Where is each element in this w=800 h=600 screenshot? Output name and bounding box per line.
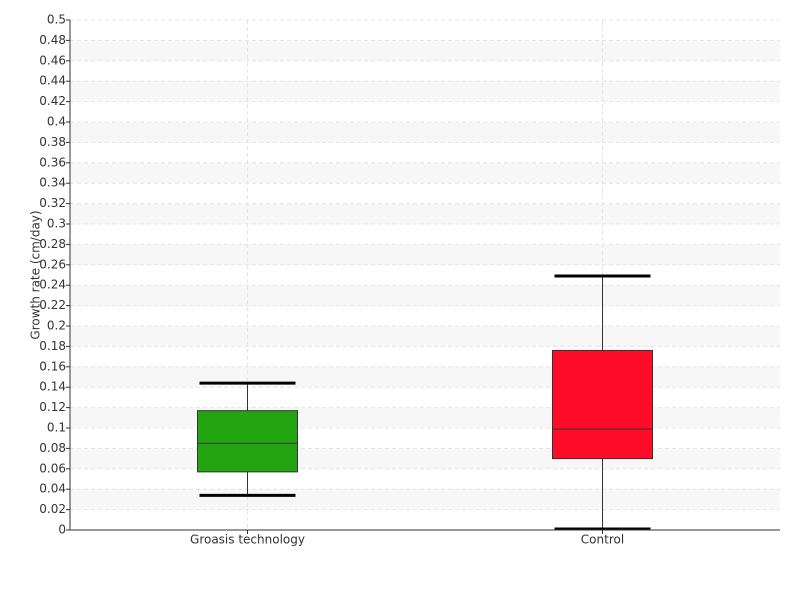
y-tick-label: 0.48 [39,33,66,47]
y-tick-label: 0.3 [47,217,66,231]
x-tick-label: Groasis technology [190,533,305,547]
y-tick-label: 0.46 [39,53,66,67]
grid-band [70,203,780,224]
grid-band [70,162,780,184]
y-tick-label: 0.4 [47,115,66,129]
y-tick-label: 0.38 [39,135,66,149]
y-tick-label: 0.28 [39,237,66,251]
y-tick-label: 0.36 [39,155,66,169]
grid-band [70,366,780,388]
y-tick-label: 0.1 [47,421,66,435]
y-tick-label: 0.34 [39,176,66,190]
grid-band [70,448,780,469]
y-tick-label: 0.14 [39,380,66,394]
y-tick-label: 0.44 [39,74,66,88]
y-axis-label: Growth rate (cm/day) [29,210,43,339]
y-tick-label: 0.02 [39,502,66,516]
y-tick-label: 0.42 [39,94,66,108]
y-tick-label: 0.26 [39,257,66,271]
y-tick-label: 0 [58,523,66,537]
y-tick-label: 0.24 [39,278,66,292]
grid-band [70,81,780,102]
x-tick-label: Control [581,533,624,547]
y-tick-label: 0.32 [39,196,66,210]
y-tick-label: 0.08 [39,441,66,455]
grid-band [70,285,780,306]
box [552,349,653,460]
y-tick-label: 0.18 [39,339,66,353]
y-tick-label: 0.04 [39,482,66,496]
grid-band [70,244,780,265]
grid-band [70,407,780,428]
y-tick-label: 0.16 [39,359,66,373]
y-tick-label: 0.22 [39,298,66,312]
y-tick-label: 0.06 [39,461,66,475]
grid-band [70,489,780,510]
y-tick-label: 0.12 [39,400,66,414]
y-tick-label: 0.5 [47,13,66,27]
grid-band [70,122,780,143]
grid-band [70,40,780,61]
grid-band [70,326,780,347]
y-tick-label: 0.2 [47,319,66,333]
box [197,410,298,473]
